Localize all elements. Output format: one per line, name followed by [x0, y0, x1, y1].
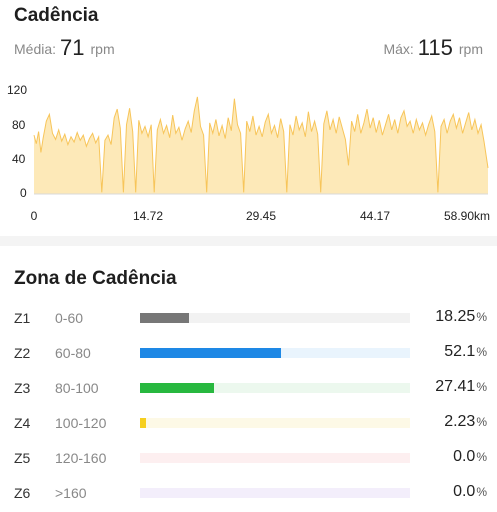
zone-percentage-value: 0.0	[453, 448, 476, 465]
zone-bar-fill	[140, 313, 190, 323]
zone-percentage: 18.25%	[435, 308, 487, 326]
x-tick-label: 44.17	[360, 209, 390, 223]
zone-bar-fill	[140, 418, 147, 428]
zone-percentage-unit: %	[476, 380, 487, 394]
zone-percentage-value: 27.41	[435, 378, 476, 395]
zone-bar-track	[140, 453, 410, 463]
zone-percentage: 0.0%	[453, 483, 487, 501]
cadence-title: Cadência	[14, 5, 99, 26]
zone-percentage-value: 0.0	[453, 483, 476, 500]
max-cadence: Máx: 115 rpm	[383, 34, 483, 60]
zone-percentage-value: 52.1	[444, 343, 476, 360]
cadence-area-fill	[34, 96, 488, 194]
cadence-card: Cadência Média: 71 rpm Máx: 115 rpm 120 80 4…	[0, 0, 497, 236]
zone-bar-track	[140, 313, 410, 323]
zone-name: Z1	[14, 310, 31, 326]
y-axis: 120 80 40 0	[7, 83, 27, 200]
x-axis: 0 14.72 29.45 44.17 58.90km	[31, 209, 490, 223]
zone-percentage-unit: %	[476, 345, 487, 359]
zone-bar-track	[140, 348, 410, 358]
zone-percentage: 0.0%	[453, 448, 487, 466]
cadence-chart[interactable]: 120 80 40 0 0 14.72 29.45 44.17 58.90km	[0, 78, 497, 228]
zone-percentage: 27.41%	[435, 378, 487, 396]
cadence-zone-card: Zona de Cadência Z1 0-60 18.25% Z2 60-80 52.1…	[0, 246, 497, 512]
max-label: Máx:	[383, 41, 414, 57]
average-cadence: Média: 71 rpm	[14, 34, 115, 60]
zone-bar-fill	[140, 348, 281, 358]
zone-row-z3: Z3 80-100 27.41%	[0, 378, 497, 398]
zone-row-z1: Z1 0-60 18.25%	[0, 308, 497, 328]
zone-row-z6: Z6 >160 0.0%	[0, 483, 497, 503]
y-tick-label: 40	[12, 152, 26, 166]
zone-row-z4: Z4 100-120 2.23%	[0, 413, 497, 433]
y-tick-label: 0	[20, 186, 27, 200]
zone-name: Z5	[14, 450, 31, 466]
zone-bar-track	[140, 383, 410, 393]
zone-name: Z2	[14, 345, 31, 361]
x-tick-label: 0	[31, 209, 38, 223]
zone-range: 80-100	[55, 380, 99, 396]
average-label: Média:	[14, 41, 57, 57]
average-value: 71	[60, 35, 85, 60]
zone-percentage: 2.23%	[444, 413, 487, 431]
zone-percentage-unit: %	[476, 450, 487, 464]
max-unit: rpm	[458, 41, 483, 57]
zone-name: Z4	[14, 415, 31, 431]
zone-percentage: 52.1%	[444, 343, 487, 361]
zone-name: Z3	[14, 380, 31, 396]
zone-range: 0-60	[55, 310, 84, 326]
y-tick-label: 120	[7, 83, 27, 97]
zone-percentage-value: 18.25	[435, 308, 476, 325]
zone-row-z2: Z2 60-80 52.1%	[0, 343, 497, 363]
zone-bar-fill	[140, 383, 214, 393]
zone-percentage-unit: %	[476, 310, 487, 324]
x-tick-label: 58.90km	[444, 209, 490, 223]
x-tick-label: 29.45	[246, 209, 276, 223]
average-unit: rpm	[90, 41, 115, 57]
zone-percentage-unit: %	[476, 485, 487, 499]
cadence-line	[33, 96, 489, 193]
zone-percentage-value: 2.23	[444, 413, 476, 430]
zone-range: 120-160	[55, 450, 107, 466]
zone-range: 60-80	[55, 345, 91, 361]
zone-bar-track	[140, 418, 410, 428]
zone-name: Z6	[14, 485, 31, 501]
zone-range: 100-120	[55, 415, 107, 431]
x-tick-label: 14.72	[133, 209, 163, 223]
max-value: 115	[417, 35, 453, 60]
zone-bar-track	[140, 488, 410, 498]
zone-range: >160	[55, 485, 87, 501]
zone-row-z5: Z5 120-160 0.0%	[0, 448, 497, 468]
zone-percentage-unit: %	[476, 415, 487, 429]
zone-title: Zona de Cadência	[14, 268, 177, 289]
y-tick-label: 80	[12, 118, 26, 132]
